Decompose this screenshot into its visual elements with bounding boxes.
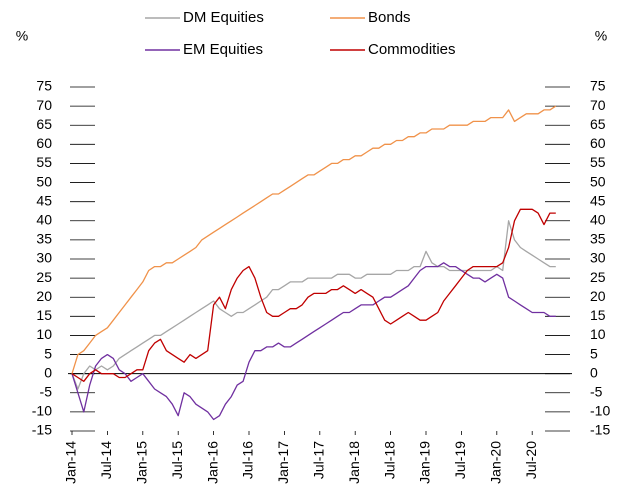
y2-tick-label: 10: [590, 326, 606, 342]
y2-tick-label: 45: [590, 192, 606, 208]
y2-tick-label: 20: [590, 288, 606, 304]
x-tick-label: Jul-20: [523, 441, 539, 479]
y-tick-label: 70: [36, 97, 52, 113]
y-tick-label: 35: [36, 231, 52, 247]
series-line: [71, 262, 556, 421]
y-tick-label: 60: [36, 135, 52, 151]
y-tick-label: 0: [44, 364, 52, 380]
x-tick-label: Jan-16: [204, 441, 220, 484]
y2-tick-label: 15: [590, 307, 606, 323]
y-tick-label: 65: [36, 116, 52, 132]
series-line: [71, 105, 557, 374]
y-tick-label: 5: [44, 345, 52, 361]
x-tick-label: Jan-15: [134, 441, 150, 484]
x-tick-label: Jan-19: [417, 441, 433, 484]
y-tick-label: 15: [36, 307, 52, 323]
x-tick-label: Jan-14: [63, 441, 79, 484]
y-tick-label: -15: [32, 422, 52, 438]
y2-tick-label: 0: [590, 364, 598, 380]
legend-label: EM Equities: [183, 41, 263, 58]
x-tick-label: Jul-17: [311, 441, 327, 479]
y2-tick-label: -15: [590, 422, 610, 438]
y2-tick-label: 65: [590, 116, 606, 132]
y2-tick-label: 70: [590, 97, 606, 113]
y2-tick-label: 35: [590, 231, 606, 247]
y-tick-label: 45: [36, 192, 52, 208]
legend-label: DM Equities: [183, 9, 264, 26]
y-tick-label: 20: [36, 288, 52, 304]
y2-tick-label: -10: [590, 403, 610, 419]
x-tick-label: Jul-19: [452, 441, 468, 479]
y2-tick-label: -5: [590, 383, 603, 399]
y2-tick-label: 5: [590, 345, 598, 361]
y-axis-label: %: [16, 28, 28, 44]
x-tick-label: Jul-14: [98, 441, 114, 479]
y2-axis-label: %: [595, 28, 607, 44]
y2-tick-label: 75: [590, 78, 606, 94]
y-tick-label: 30: [36, 250, 52, 266]
y-tick-label: 25: [36, 269, 52, 285]
y2-tick-label: 30: [590, 250, 606, 266]
y-tick-label: 50: [36, 173, 52, 189]
y2-tick-label: 55: [590, 154, 606, 170]
x-tick-label: Jan-18: [346, 441, 362, 484]
y-tick-label: 75: [36, 78, 52, 94]
x-tick-label: Jul-16: [240, 441, 256, 479]
x-tick-label: Jul-18: [381, 441, 397, 479]
y-tick-label: -10: [32, 403, 52, 419]
y-tick-label: 55: [36, 154, 52, 170]
series-line: [71, 208, 556, 382]
y-tick-label: -5: [40, 383, 53, 399]
y2-tick-label: 60: [590, 135, 606, 151]
y-tick-label: 10: [36, 326, 52, 342]
x-tick-label: Jan-20: [488, 441, 504, 484]
y-tick-label: 40: [36, 211, 52, 227]
x-tick-label: Jan-17: [275, 441, 291, 484]
y2-tick-label: 50: [590, 173, 606, 189]
y2-tick-label: 25: [590, 269, 606, 285]
series-line: [71, 220, 556, 390]
y2-tick-label: 40: [590, 211, 606, 227]
x-tick-label: Jul-15: [169, 441, 185, 479]
legend-label: Bonds: [368, 9, 411, 26]
legend-label: Commodities: [368, 41, 456, 58]
